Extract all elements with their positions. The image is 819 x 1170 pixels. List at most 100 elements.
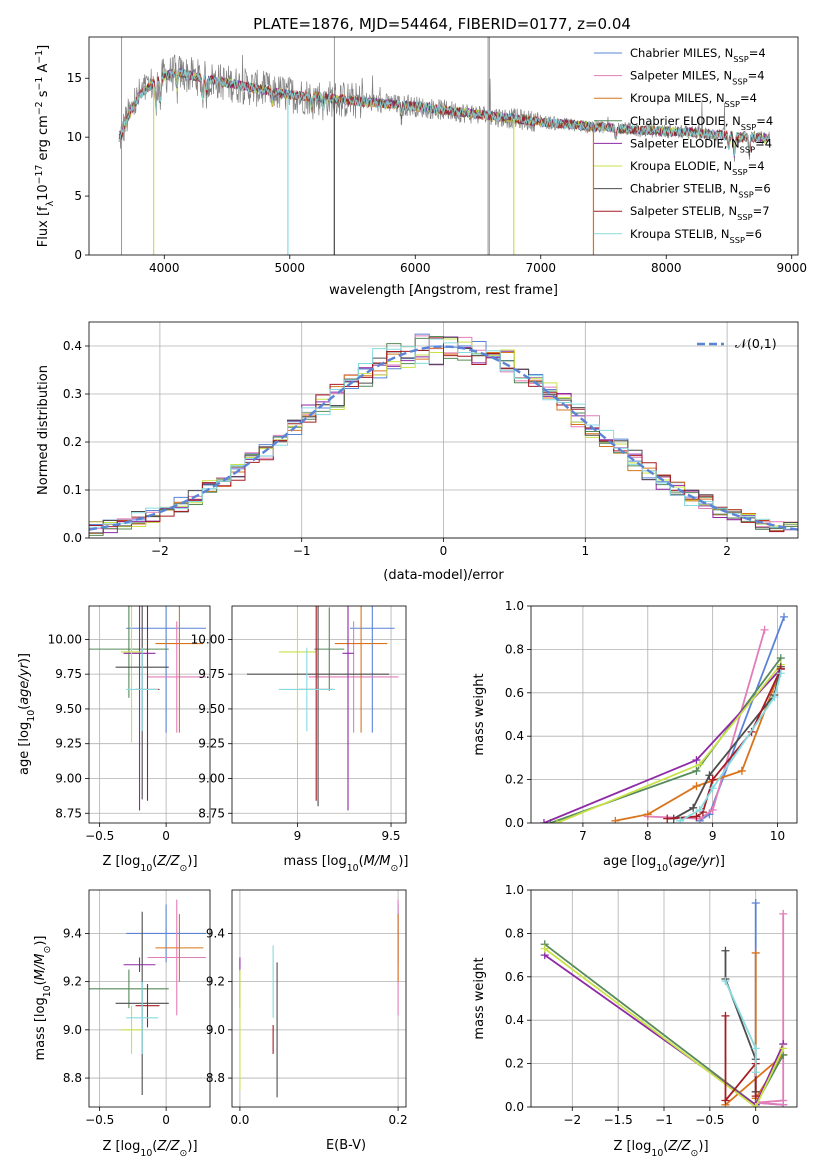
plot-area-mass_vs_Z [89, 899, 207, 1095]
x-axis-label: E(B-V) [326, 1138, 366, 1153]
mass-weight-line [724, 952, 784, 1106]
y-tick-label: 9.50 [198, 702, 225, 716]
axes-frame [530, 605, 798, 824]
x-tick-label: 9 [294, 829, 302, 843]
y-axis-label: mass weight [472, 957, 487, 1039]
axes-massweight_vs_Z: −2 −1.5 −1 −0.5 0 0.0 0.2 0.4 0.6 0.8 1.0 mass weig… [472, 883, 798, 1159]
mass-weight-marker [776, 669, 785, 678]
x-tick-label: 0 [440, 544, 448, 558]
mass-weight-marker [751, 948, 760, 957]
x-tick-label: 0 [162, 1113, 170, 1127]
mass-weight-marker [721, 1011, 730, 1020]
mass-weight-marker [770, 693, 779, 702]
y-tick-label: 10 [67, 130, 82, 144]
x-axis-label: mass [log10(M/M⊙)] [284, 854, 409, 874]
axes-frame [231, 605, 407, 824]
x-tick-label: −0.5 [85, 829, 114, 843]
y-tick-label: 8.75 [198, 806, 225, 820]
mass-weight-marker [751, 1103, 760, 1107]
axes-residuals: −2 −1 0 1 2 0.0 0.1 0.2 0.3 0.4 (data-model)/error… [36, 321, 799, 583]
axes-spectrum: 4000 5000 6000 7000 8000 9000 0 5 10 15 wavelength… [34, 36, 807, 298]
axes-frame [530, 889, 798, 1108]
mass-weight-marker [539, 819, 548, 823]
mass-weight-line [724, 950, 757, 1092]
axes-frame [88, 321, 799, 539]
y-axis-label: Normed distribution [36, 365, 51, 495]
legend-entry: Chabrier ELODIE, NSSP=4 [630, 114, 773, 132]
x-tick-label: 8000 [651, 261, 682, 275]
legend-entry: Chabrier STELIB, NSSP=6 [630, 182, 771, 200]
legend-entry: Chabrier MILES, NSSP=4 [630, 46, 766, 64]
legend-entry: 𝒩(0,1) [735, 336, 777, 351]
y-tick-label: 1.0 [505, 883, 524, 897]
axes-age_vs_mass: 9 9.5 8.75 9.00 9.25 9.50 9.75 10.00 mass [log10… [191, 605, 409, 874]
x-axis-label: age [log10(age/yr)] [603, 854, 725, 874]
y-tick-label: 0.0 [505, 816, 524, 830]
x-tick-label: −2 [151, 544, 169, 558]
mass-weight-marker [721, 946, 730, 955]
x-tick-label: 9000 [776, 261, 807, 275]
y-tick-label: 0.4 [505, 729, 524, 743]
mass-weight-marker [751, 1068, 760, 1077]
mass-weight-line [667, 668, 782, 820]
x-tick-label: 2 [723, 544, 731, 558]
mass-weight-marker [751, 899, 760, 908]
mass-weight-line [755, 913, 785, 1106]
gaussian-curve [89, 345, 798, 531]
x-axis-label: Z [log10(Z/Z⊙)] [613, 1139, 708, 1159]
mass-weight-marker [689, 803, 698, 812]
mass-weight-marker [692, 756, 701, 765]
y-tick-label: 9.75 [55, 667, 82, 681]
axes-age_vs_Z: −0.5 0 8.75 9.00 9.25 9.50 9.75 10.00 Z [log10(Z… [17, 605, 211, 874]
y-tick-label: 9.0 [206, 1023, 225, 1037]
plot-area-massweight_vs_Z [540, 899, 788, 1107]
y-tick-label: 10.00 [48, 632, 82, 646]
y-tick-label: 5 [74, 189, 82, 203]
y-tick-label: 0.4 [505, 1013, 524, 1027]
x-tick-label: 0.0 [230, 1113, 249, 1127]
axes-mass_vs_ebv: 0.0 0.2 8.8 9.0 9.2 9.4 E(B-V) [206, 889, 408, 1153]
axes-mass_vs_Z: −0.5 0 8.8 9.0 9.2 9.4 Z [log10(Z/Z⊙)] mass [lo… [33, 889, 211, 1159]
y-tick-label: 9.00 [55, 771, 82, 785]
mass-weight-marker [552, 819, 561, 823]
x-tick-label: 8 [644, 829, 652, 843]
y-axis-label: mass [log10(M/M⊙)] [33, 936, 53, 1061]
y-tick-label: 1.0 [505, 599, 524, 613]
y-tick-label: 8.8 [63, 1071, 82, 1085]
axes-frame [88, 36, 799, 256]
y-tick-label: 9.2 [206, 975, 225, 989]
legend-entry: Salpeter STELIB, NSSP=7 [630, 204, 770, 222]
mass-weight-marker [779, 909, 788, 918]
y-tick-label: 0.2 [63, 435, 82, 449]
mass-weight-marker [779, 1044, 788, 1053]
y-tick-label: 9.25 [198, 737, 225, 751]
y-tick-label: 0.6 [505, 970, 524, 984]
x-tick-label: 0.2 [389, 1113, 408, 1127]
axes-frame [88, 889, 211, 1108]
plot-area-age_vs_mass [246, 606, 399, 811]
y-axis-label: age [log10(age/yr)] [17, 653, 37, 775]
x-tick-label: 0 [162, 829, 170, 843]
y-tick-label: 0.3 [63, 387, 82, 401]
x-axis-label: wavelength [Angstrom, rest frame] [329, 283, 558, 298]
y-tick-label: 8.8 [206, 1071, 225, 1085]
mass-weight-marker [779, 1100, 788, 1107]
y-tick-label: 9.0 [63, 1023, 82, 1037]
y-tick-label: 0.0 [505, 1100, 524, 1114]
mass-weight-marker [695, 760, 704, 769]
y-tick-label: 0 [74, 248, 82, 262]
figure-title: PLATE=1876, MJD=54464, FIBERID=0177, z=0… [253, 15, 631, 33]
y-tick-label: 0.2 [505, 773, 524, 787]
y-tick-label: 0.0 [63, 531, 82, 545]
plot-area-age_vs_Z [89, 606, 207, 811]
axes-frame [88, 605, 211, 824]
x-tick-label: 9.5 [381, 829, 400, 843]
x-tick-label: 6000 [400, 261, 431, 275]
mass-weight-line [724, 980, 757, 1073]
plot-area-mass_vs_ebv [239, 899, 399, 1098]
x-axis-label: Z [log10(Z/Z⊙)] [102, 854, 197, 874]
mass-weight-marker [721, 1096, 730, 1105]
mass-weight-marker [692, 812, 701, 821]
residual-histogram-salpeter-stelib [89, 337, 798, 532]
x-tick-label: 0 [752, 1113, 760, 1127]
